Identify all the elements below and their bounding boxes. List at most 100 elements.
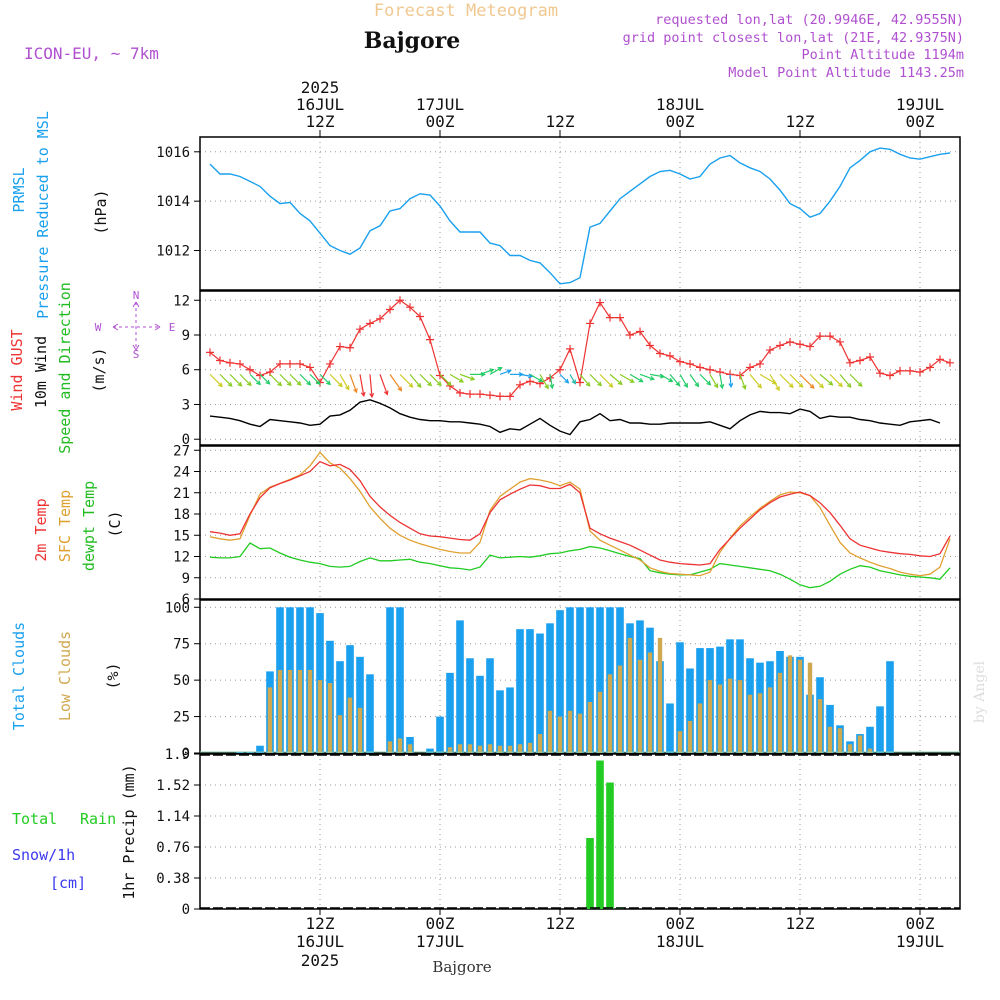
- footer-location: Bajgore: [432, 958, 491, 976]
- low-cloud-bar: [347, 697, 353, 753]
- panel-clouds: 0 25 50 75 100: [165, 599, 961, 762]
- total-cloud-bar: [686, 668, 694, 753]
- gust-marker: [276, 359, 284, 368]
- total-cloud-bar: [886, 661, 894, 753]
- snow-unit: [cm]: [50, 874, 86, 892]
- temp-2m-line: [209, 460, 951, 566]
- time-label-top: 00Z: [906, 112, 935, 131]
- gust-marker: [846, 358, 854, 367]
- total-clouds-label: Total Clouds: [10, 622, 28, 730]
- panel-wind: 0 3 6 9 12: [173, 290, 961, 448]
- wind-arrow: [849, 373, 863, 387]
- panel-frame: [199, 753, 961, 910]
- low-cloud-bar: [607, 674, 613, 753]
- gust-marker: [456, 388, 464, 397]
- wind-arrowhead: [846, 383, 852, 389]
- total-cloud-bar: [486, 658, 494, 753]
- header: Forecast Meteogram Bajgore ICON-EU, ~ 7k…: [24, 1, 964, 81]
- panel-labels: PRMSL Pressure Reduced to MSL (hPa) Wind…: [8, 111, 175, 900]
- y-tick-label: 6: [182, 592, 190, 608]
- wind-arrowhead: [544, 384, 549, 390]
- low-cloud-bar: [467, 744, 473, 753]
- y-tick-label: 0.38: [156, 871, 190, 887]
- low-cloud-bar: [517, 744, 523, 753]
- rain-label: Rain: [80, 810, 116, 828]
- wind-arrowhead: [427, 381, 433, 387]
- gust-marker: [236, 359, 244, 368]
- wind-arrow: [399, 373, 414, 388]
- y-tick-label: 1.14: [156, 809, 190, 825]
- low-cloud-bar: [527, 742, 533, 753]
- total-cloud-bar: [436, 716, 444, 753]
- total-cloud-bar: [866, 726, 874, 753]
- low-cloud-bar: [657, 637, 663, 753]
- app-title: Forecast Meteogram: [374, 1, 558, 21]
- wind-arrow: [839, 373, 852, 388]
- location-title: Bajgore: [364, 28, 460, 54]
- low-cloud-bar: [867, 748, 873, 753]
- wind-arrowhead: [383, 390, 389, 396]
- gust-marker: [666, 351, 674, 360]
- gust-marker: [436, 371, 444, 380]
- total-cloud-bar: [526, 629, 534, 753]
- total-cloud-bar: [556, 610, 564, 753]
- gust-marker: [256, 371, 264, 380]
- time-label-bottom: 19JUL: [896, 932, 944, 951]
- y-tick-label: 1016: [156, 145, 190, 161]
- time-label-bottom: 12Z: [546, 914, 575, 933]
- panel-frame: [199, 136, 961, 291]
- total-cloud-bar: [386, 607, 394, 753]
- wind-arrowhead: [344, 385, 350, 391]
- low-cloud-bar: [727, 678, 733, 753]
- pressure-unit: (hPa): [92, 189, 110, 234]
- low-cloud-bar: [697, 703, 703, 753]
- panel-frame: [199, 445, 961, 600]
- wind-arrow: [679, 374, 688, 388]
- wind-arrow: [279, 373, 292, 386]
- gust-marker: [336, 342, 344, 351]
- wind-arrowhead: [227, 382, 233, 387]
- low-cloud-bar: [757, 693, 763, 753]
- wind-arrow: [829, 373, 843, 387]
- low-cloud-bar: [797, 659, 803, 753]
- watermark: by Angel: [972, 660, 988, 723]
- wind-arrowhead: [683, 382, 688, 389]
- y-tick-label: 6: [182, 363, 190, 379]
- wind-arrowhead: [277, 381, 283, 387]
- total-cloud-bar: [356, 656, 364, 753]
- pressure-label-2: Pressure Reduced to MSL: [34, 111, 52, 319]
- wind-arrow: [409, 373, 422, 388]
- low-cloud-bar: [507, 745, 513, 753]
- clouds-unit: (%): [104, 662, 122, 689]
- wind-arrow: [729, 374, 732, 387]
- precip-unit: 1hr Precip (mm): [120, 764, 138, 899]
- gust-marker: [406, 303, 414, 312]
- wind-arrowhead: [436, 381, 442, 387]
- y-tick-label: 1.9: [165, 747, 190, 763]
- wind-arrow: [459, 373, 475, 381]
- low-cloud-bar: [807, 662, 813, 753]
- model-label: ICON-EU, ~ 7km: [24, 44, 159, 63]
- gust-marker: [216, 356, 224, 365]
- wind-arrowhead: [668, 377, 674, 383]
- time-label-bottom: 12Z: [306, 914, 335, 933]
- gust-marker: [886, 371, 894, 380]
- total-cloud-bar: [466, 658, 474, 753]
- low-cloud-bar: [777, 672, 783, 753]
- gust-marker: [466, 390, 474, 399]
- gust-marker: [626, 331, 634, 339]
- gust-marker: [356, 325, 364, 334]
- wind-arrowhead: [360, 391, 366, 398]
- wind-arrow: [639, 373, 654, 380]
- wind-arrowhead: [741, 384, 747, 391]
- wind-arrow: [599, 373, 614, 388]
- wind-arrow: [619, 373, 634, 383]
- low-cloud-bar: [597, 691, 603, 753]
- gust-marker: [916, 368, 924, 377]
- low-cloud-bar: [767, 687, 773, 753]
- y-tick-label: 9: [182, 571, 190, 587]
- wind-arrow: [209, 373, 223, 387]
- temp-dewpt-label: dewpt Temp: [80, 481, 98, 571]
- panel-pressure: 1012 1014 1016: [156, 136, 961, 291]
- time-label-top: 2025: [301, 78, 340, 97]
